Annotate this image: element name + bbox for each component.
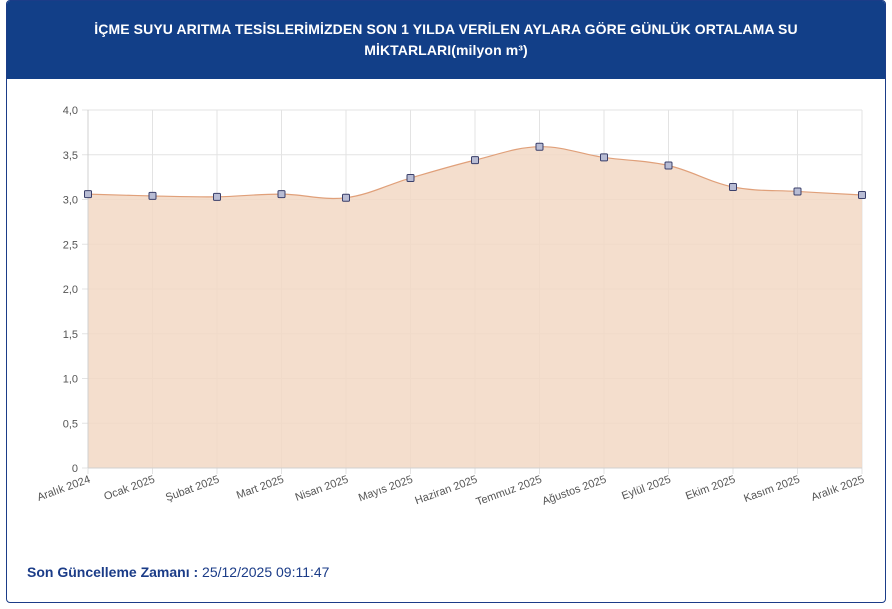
data-point [600,153,608,162]
y-tick-label: 4,0 [63,105,78,117]
x-tick-label: Aralık 2024 [36,474,92,504]
y-tick-label: 3,0 [63,195,78,207]
x-tick-label: Mayıs 2025 [357,474,415,505]
x-tick-label: Ekim 2025 [684,474,737,503]
area-chart: 0 0,5 1,0 1,5 2,0 2,5 3,0 3,5 4,0 Aralık 2024 Ocak… [36,105,866,509]
x-tick-label: Haziran 2025 [413,474,479,508]
x-tick-label: Eylül 2025 [620,474,672,503]
data-point [213,192,221,201]
x-tick-label: Aralık 2025 [810,474,866,504]
x-tick-label: Şubat 2025 [164,474,221,505]
data-point [664,161,673,170]
y-tick-label: 1,0 [63,374,78,386]
x-tick-label: Ağustos 2025 [541,474,608,508]
data-point [406,174,415,183]
data-point [148,191,157,200]
data-point [84,190,92,199]
data-point [342,193,350,202]
y-tick-label: 3,5 [63,150,78,162]
data-point [277,190,286,199]
x-tick-label: Mart 2025 [235,474,286,502]
data-point [471,156,479,165]
card-header: İÇME SUYU ARITMA TESİSLERİMİZDEN SON 1 Y… [7,1,885,79]
chart-card: İÇME SUYU ARITMA TESİSLERİMİZDEN SON 1 Y… [6,0,886,603]
y-tick-label: 1,5 [63,329,78,341]
x-tick-label: Nisan 2025 [294,474,350,504]
y-tick-label: 2,5 [63,239,78,251]
data-point [729,182,737,191]
last-update-label: Son Güncelleme Zamanı : [27,564,199,580]
data-point [535,142,544,151]
y-tick-label: 0,5 [63,418,78,430]
x-tick-label: Temmuz 2025 [474,474,543,509]
area-fill [88,146,862,468]
last-update-value: 25/12/2025 09:11:47 [202,564,330,580]
y-tick-label: 2,0 [63,284,78,296]
last-update: Son Güncelleme Zamanı : 25/12/2025 09:11… [27,564,329,580]
data-point [793,187,802,196]
x-tick-label: Kasım 2025 [742,474,801,505]
chart-title: İÇME SUYU ARITMA TESİSLERİMİZDEN SON 1 Y… [94,21,798,58]
x-tick-label: Ocak 2025 [102,474,156,503]
y-tick-label: 0 [72,463,78,475]
data-point [858,191,866,200]
